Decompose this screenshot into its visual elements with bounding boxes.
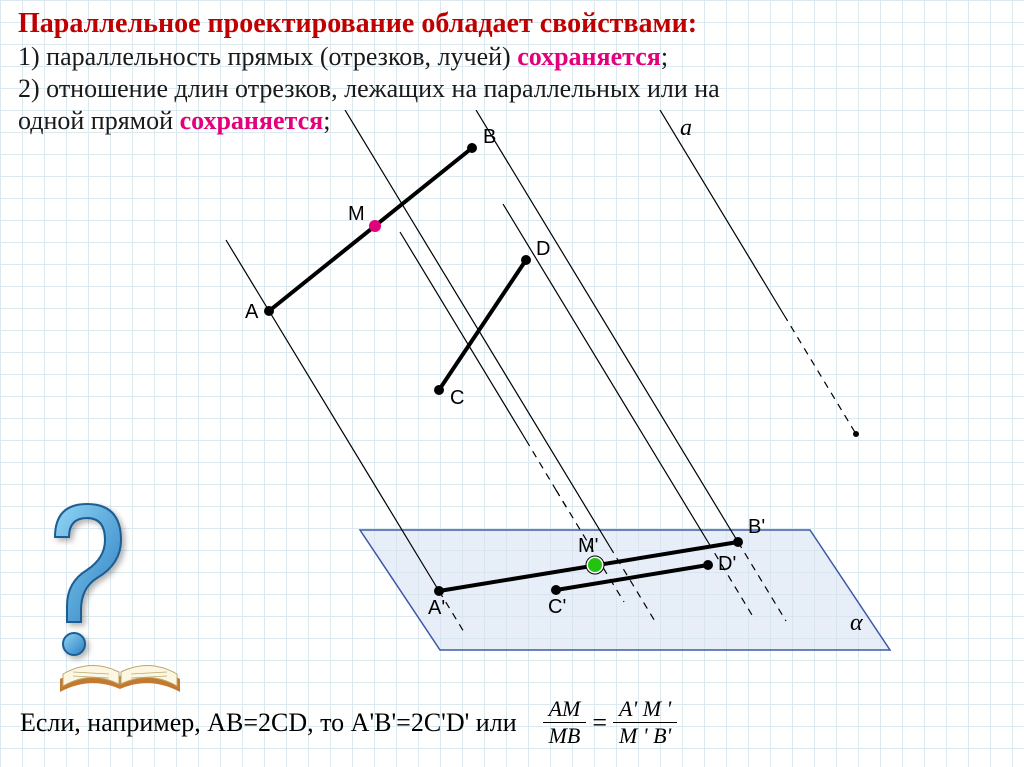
fraction-2: A' M ' M ' B'	[613, 696, 677, 749]
svg-text:M: M	[348, 203, 365, 225]
svg-text:C': C'	[548, 596, 566, 618]
svg-text:A: A	[245, 301, 259, 323]
property-line: 2) отношение длин отрезков, лежащих на п…	[18, 74, 1006, 104]
svg-text:M': M'	[578, 535, 598, 557]
equals: =	[592, 708, 607, 738]
svg-text:α: α	[850, 610, 863, 636]
svg-text:B': B'	[748, 516, 765, 538]
svg-text:D: D	[536, 238, 550, 260]
property-line: 1) параллельность прямых (отрезков, луче…	[18, 42, 1006, 72]
footer: Если, например, AB=2CD, то A'B'=2C'D' ил…	[20, 696, 1004, 749]
fraction-1: AM MB	[543, 696, 587, 749]
svg-text:C: C	[450, 387, 464, 409]
property-line: одной прямой сохраняется;	[18, 106, 1006, 136]
footer-text: Если, например, AB=2CD, то A'B'=2C'D' ил…	[20, 708, 517, 738]
svg-text:A': A'	[428, 597, 445, 619]
page-title: Параллельное проектирование обладает сво…	[18, 8, 1006, 40]
diagram: ABMCDA'B'M'C'D'aα	[150, 110, 910, 670]
svg-text:D': D'	[718, 553, 736, 575]
